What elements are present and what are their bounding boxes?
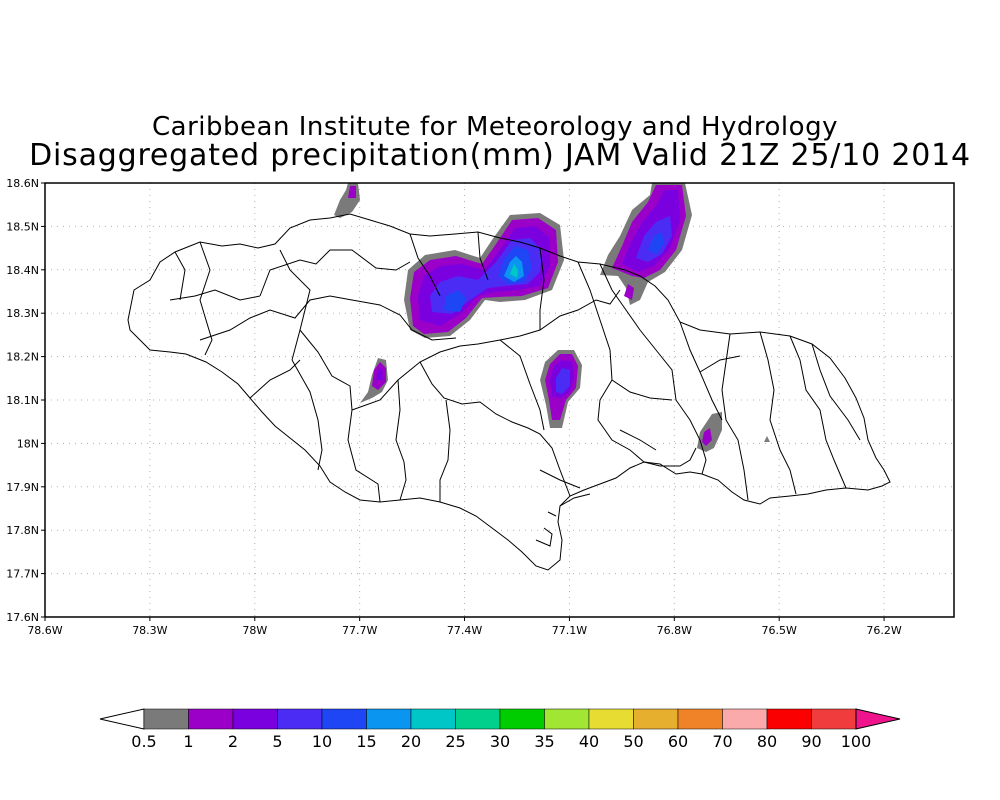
lon-tick-label: 76.5W xyxy=(762,624,797,637)
colorbar-swatch xyxy=(410,708,456,730)
colorbar-label: 70 xyxy=(712,732,732,751)
colorbar-swatch xyxy=(277,708,323,730)
colorbar-swatch xyxy=(321,708,367,730)
colorbar-label: 30 xyxy=(490,732,510,751)
colorbar-label: 80 xyxy=(757,732,777,751)
lat-tick-label: 18.4N xyxy=(6,264,39,277)
colorbar-swatch xyxy=(455,708,501,730)
colorbar-label: 20 xyxy=(401,732,421,751)
coastline xyxy=(127,213,891,571)
colorbar-swatch xyxy=(811,708,857,730)
colorbar-swatch xyxy=(766,708,812,730)
lat-tick-label: 17.6N xyxy=(6,611,39,624)
lat-tick-label: 18.5N xyxy=(6,220,39,233)
colorbar-label: 50 xyxy=(623,732,643,751)
colorbar-label: 15 xyxy=(356,732,376,751)
lat-tick-label: 17.9N xyxy=(6,481,39,494)
colorbar-label: 100 xyxy=(841,732,872,751)
colorbar-swatch xyxy=(588,708,634,730)
colorbar-swatch xyxy=(633,708,679,730)
precipitation-shading xyxy=(334,183,770,452)
lon-tick-label: 76.2W xyxy=(866,624,901,637)
lat-tick-label: 18N xyxy=(17,437,39,450)
precip-north-west-coast xyxy=(334,183,360,218)
precip-west-central xyxy=(360,358,388,403)
lat-tick-label: 17.7N xyxy=(6,568,39,581)
colorbar-swatch xyxy=(677,708,723,730)
colorbar-label: 35 xyxy=(534,732,554,751)
colorbar-swatch xyxy=(499,708,545,730)
precip-southeast xyxy=(697,412,770,452)
colorbar-swatch xyxy=(188,708,234,730)
colorbar-swatch xyxy=(366,708,412,730)
colorbar-below-arrow xyxy=(99,708,145,730)
lon-tick-label: 76.8W xyxy=(657,624,692,637)
jamaica-outline xyxy=(127,213,891,571)
chart-title-line1: Caribbean Institute for Meteorology and … xyxy=(152,112,838,142)
colorbar-above-arrow xyxy=(855,708,901,730)
lat-tick-label: 18.2N xyxy=(6,351,39,364)
colorbar-label: 90 xyxy=(801,732,821,751)
latitude-labels: 18.6N 18.5N 18.4N 18.3N 18.2N 18.1N 18N 17.9N 17… xyxy=(6,177,45,624)
colorbar-label: 2 xyxy=(228,732,238,751)
colorbar-label: 10 xyxy=(312,732,332,751)
lon-tick-label: 77.1W xyxy=(552,624,587,637)
lat-tick-label: 18.1N xyxy=(6,394,39,407)
colorbar-label: 60 xyxy=(668,732,688,751)
colorbar-label: 40 xyxy=(579,732,599,751)
lon-tick-label: 78.3W xyxy=(132,624,167,637)
colorbar-label: 1 xyxy=(183,732,193,751)
lon-tick-label: 77.4W xyxy=(447,624,482,637)
colorbar: 0.5 1 2 5 10 15 20 25 30 35 40 50 60 70 80 90 100 xyxy=(99,708,901,751)
longitude-labels: 78.6W 78.3W 78W 77.7W 77.4W 77.1W 76.8W 76.5W 76… xyxy=(27,617,902,637)
lon-tick-label: 78W xyxy=(242,624,267,637)
lat-tick-label: 18.3N xyxy=(6,307,39,320)
precip-central xyxy=(540,350,582,428)
colorbar-swatch xyxy=(232,708,278,730)
precip-northeast xyxy=(600,183,692,305)
colorbar-swatch xyxy=(143,708,189,730)
lat-tick-label: 17.8N xyxy=(6,524,39,537)
colorbar-swatch xyxy=(722,708,768,730)
lat-tick-label: 18.6N xyxy=(6,177,39,190)
lon-tick-label: 77.7W xyxy=(342,624,377,637)
chart-title-line2: Disaggregated precipitation(mm) JAM Vali… xyxy=(29,138,971,173)
colorbar-label: 25 xyxy=(445,732,465,751)
colorbar-label: 5 xyxy=(272,732,282,751)
precip-north-central xyxy=(404,213,564,338)
colorbar-swatch xyxy=(544,708,590,730)
colorbar-label: 0.5 xyxy=(131,732,156,751)
lon-tick-label: 78.6W xyxy=(27,624,62,637)
